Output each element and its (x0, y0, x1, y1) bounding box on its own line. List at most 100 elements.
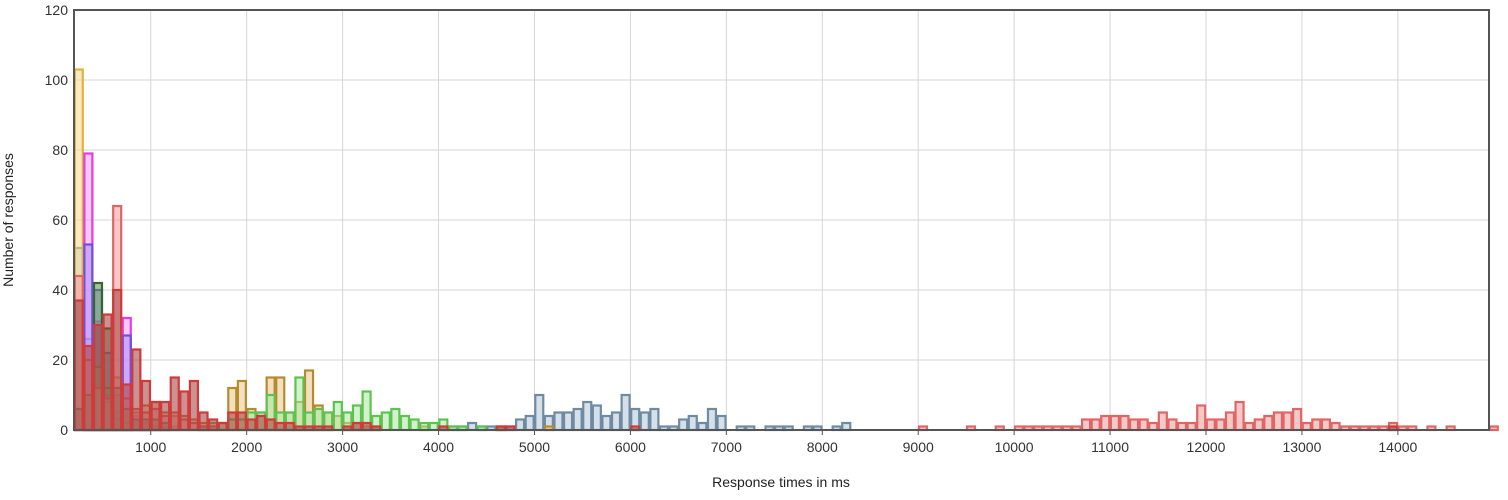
histogram-bar (1488, 425, 1499, 432)
histogram-bar (275, 421, 286, 432)
x-axis-title: Response times in ms (712, 474, 850, 490)
histogram-bar (227, 411, 238, 432)
histogram-bar (562, 411, 574, 432)
histogram-bar (687, 414, 698, 432)
histogram-bar (246, 418, 257, 432)
y-tick-label: 0 (60, 422, 68, 438)
histogram-bar (169, 376, 180, 432)
histogram-bar (92, 323, 104, 432)
histogram-bar (1292, 407, 1303, 432)
x-tick-label: 9000 (903, 439, 934, 455)
histogram-bar (1109, 414, 1120, 432)
histogram-bar (716, 414, 727, 432)
x-tick-label: 11000 (1091, 439, 1129, 455)
histogram-bar (1253, 418, 1264, 432)
histogram-bar (160, 400, 171, 432)
histogram-bar (841, 421, 852, 432)
y-tick-label: 120 (45, 2, 69, 18)
histogram-bars (73, 68, 1499, 432)
histogram-bar (1080, 418, 1092, 432)
histogram-bar (1100, 414, 1111, 432)
histogram-bar (121, 383, 132, 432)
histogram-bar (1186, 421, 1197, 432)
histogram-bar (399, 414, 411, 432)
histogram-bar (1272, 411, 1284, 432)
histogram-bar (1263, 414, 1274, 432)
histogram-bar (620, 393, 631, 432)
histogram-bar (1311, 418, 1322, 432)
x-tick-label: 4000 (423, 439, 454, 455)
x-tick-label: 13000 (1282, 439, 1321, 455)
histogram-bar (639, 411, 650, 432)
histogram-bar (284, 421, 295, 432)
histogram-bar (208, 418, 219, 432)
y-tick-label: 40 (52, 282, 68, 298)
histogram-bar (112, 288, 123, 432)
histogram-bar (351, 421, 363, 432)
x-tick-label: 6000 (615, 439, 646, 455)
histogram-bar (610, 411, 622, 432)
x-tick-label: 10000 (995, 439, 1034, 455)
x-axis-ticks: 1000 2000 3000 4000 5000 6000 7000 8000 9000 1000… (135, 430, 1418, 455)
histogram-bar (179, 390, 190, 432)
y-tick-label: 100 (45, 72, 69, 88)
histogram-bar (390, 407, 401, 432)
x-tick-label: 2000 (231, 439, 262, 455)
x-tick-label: 12000 (1187, 439, 1226, 455)
histogram-bar (428, 421, 439, 432)
histogram-bar (1176, 421, 1188, 432)
histogram-bar (332, 400, 343, 432)
histogram-bar (1330, 421, 1341, 432)
histogram-bar (1119, 414, 1130, 432)
x-tick-label: 7000 (711, 439, 742, 455)
histogram-bar (131, 348, 142, 432)
y-tick-label: 20 (52, 352, 68, 368)
histogram-bar (1090, 418, 1101, 432)
histogram-bar (294, 376, 305, 432)
histogram-bar (591, 404, 602, 432)
histogram-bar (706, 407, 718, 432)
histogram-bar (1282, 411, 1293, 432)
histogram-bar (649, 407, 660, 432)
histogram-bar (1224, 411, 1236, 432)
histogram-bar (102, 313, 113, 432)
histogram-bar (236, 411, 247, 432)
histogram-bar (1148, 421, 1159, 432)
histogram-bar (380, 411, 391, 432)
histogram-bar (150, 400, 161, 432)
histogram-bar (361, 421, 372, 432)
x-tick-label: 5000 (519, 439, 550, 455)
histogram-bar (217, 421, 228, 432)
histogram-bar (198, 411, 209, 432)
histogram-bar (467, 421, 478, 432)
histogram-series (73, 204, 1499, 432)
x-tick-label: 14000 (1378, 439, 1417, 455)
histogram-bar (73, 299, 84, 432)
histogram-bar (188, 379, 200, 432)
histogram-bar (601, 414, 612, 432)
histogram-bar (1196, 404, 1207, 432)
histogram-bar (514, 418, 526, 432)
histogram-bar (582, 400, 593, 432)
y-tick-label: 80 (52, 142, 68, 158)
histogram-bar (1320, 418, 1332, 432)
x-tick-label: 1000 (135, 439, 166, 455)
y-axis-ticks: 0 20 40 60 80 100 120 (45, 2, 69, 438)
grid-lines (74, 9, 1489, 431)
histogram-bar (83, 344, 94, 432)
histogram-bar (1215, 418, 1226, 432)
histogram-bar (553, 411, 564, 432)
plot-frame (73, 9, 1490, 431)
histogram-bar (409, 418, 420, 432)
histogram-bar (524, 414, 535, 432)
histogram-bar (1234, 400, 1245, 432)
histogram-bar (1301, 421, 1312, 432)
histogram-bar (255, 414, 267, 432)
histogram-bar (697, 421, 708, 432)
histogram-bar (1244, 421, 1255, 432)
histogram-bar (1167, 418, 1178, 432)
x-tick-label: 8000 (807, 439, 838, 455)
histogram-bar (140, 379, 152, 432)
histogram-bar (678, 418, 689, 432)
